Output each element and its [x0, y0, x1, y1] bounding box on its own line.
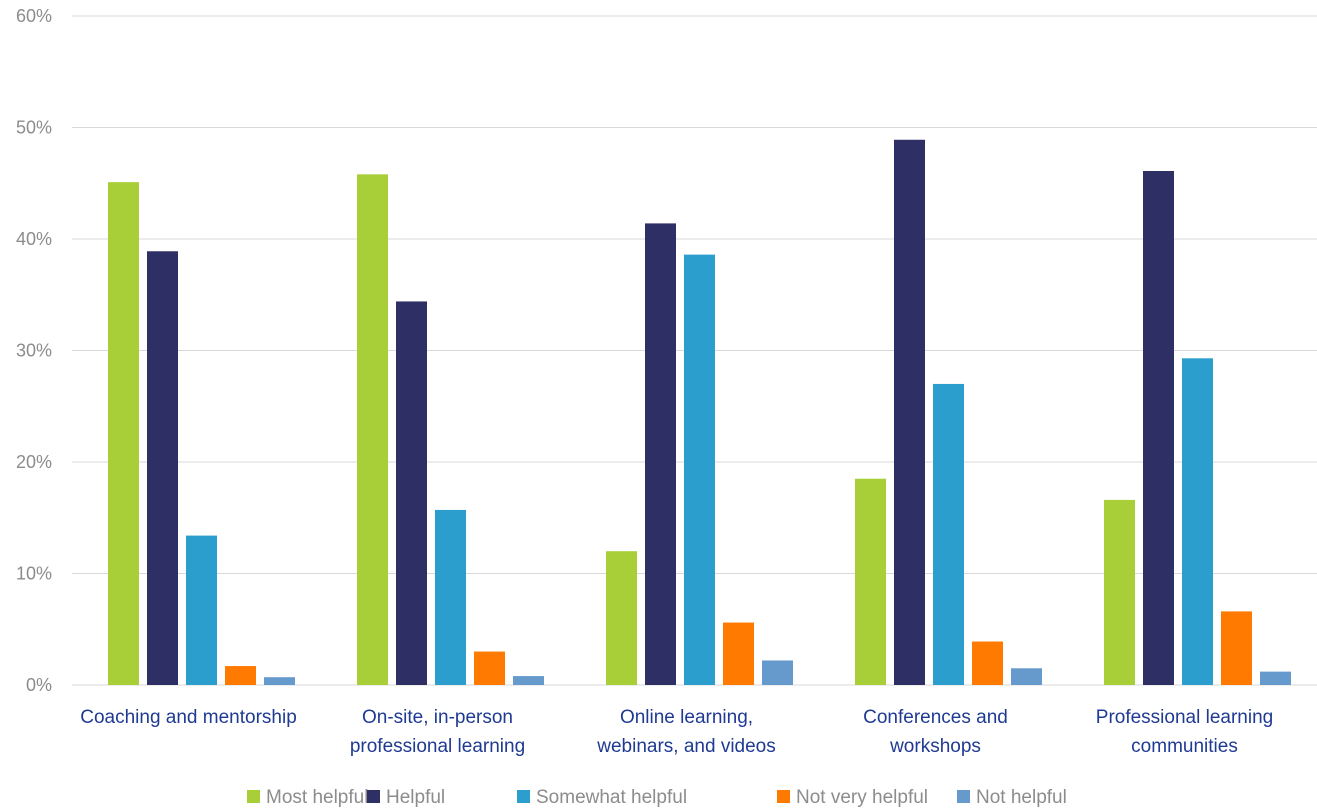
y-tick-label: 30%	[16, 341, 52, 361]
legend-swatch	[777, 790, 790, 803]
bar-not-helpful	[1011, 668, 1042, 685]
bar-somewhat-helpful	[1182, 358, 1213, 685]
x-category-label: webinars, and videos	[596, 736, 776, 757]
bar-helpful	[645, 223, 676, 685]
x-axis-categories: Coaching and mentorship On-site, in-perso…	[80, 707, 1273, 757]
bar-helpful	[894, 139, 925, 685]
legend-label: Helpful	[386, 787, 445, 808]
x-category-label: communities	[1131, 736, 1238, 757]
bar-not-helpful	[264, 677, 295, 685]
x-category-label: On-site, in-person	[362, 707, 513, 728]
x-category-label: Online learning,	[620, 707, 753, 728]
x-category-label: Conferences and	[863, 707, 1008, 728]
bar-not-very-helpful	[474, 651, 505, 685]
legend: Most helpful Helpful Somewhat helpful Not v…	[247, 787, 1067, 808]
legend-label: Not very helpful	[796, 787, 928, 808]
y-tick-label: 50%	[16, 118, 52, 138]
bar-not-very-helpful	[1221, 611, 1252, 685]
bars	[108, 139, 1291, 686]
y-tick-label: 40%	[16, 229, 52, 249]
legend-label: Somewhat helpful	[536, 787, 687, 808]
bar-helpful	[147, 251, 178, 685]
bar-not-very-helpful	[723, 622, 754, 685]
bar-not-helpful	[762, 660, 793, 685]
y-tick-label: 10%	[16, 564, 52, 584]
bar-most-helpful	[855, 478, 886, 685]
y-axis-ticks: 0% 10% 20% 30% 40% 50% 60%	[16, 6, 52, 695]
bar-most-helpful	[357, 174, 388, 685]
bar-most-helpful	[606, 551, 637, 685]
bar-not-helpful	[513, 676, 544, 685]
bar-not-very-helpful	[972, 641, 1003, 685]
x-category-label: Professional learning	[1096, 707, 1273, 728]
x-category-label: Coaching and mentorship	[80, 707, 297, 728]
legend-swatch	[517, 790, 530, 803]
y-tick-label: 20%	[16, 452, 52, 472]
x-category-label: professional learning	[350, 736, 525, 757]
legend-label: Not helpful	[976, 787, 1067, 808]
bar-somewhat-helpful	[933, 383, 964, 685]
y-tick-label: 0%	[26, 675, 52, 695]
legend-swatch	[957, 790, 970, 803]
bar-not-very-helpful	[225, 666, 256, 685]
legend-swatch	[247, 790, 260, 803]
bar-most-helpful	[1104, 499, 1135, 685]
bar-not-helpful	[1260, 671, 1291, 685]
x-category-label: workshops	[889, 736, 981, 757]
bar-somewhat-helpful	[684, 254, 715, 686]
y-tick-label: 60%	[16, 6, 52, 26]
bar-somewhat-helpful	[186, 535, 217, 685]
bar-helpful	[396, 301, 427, 685]
bar-helpful	[1143, 170, 1174, 686]
legend-swatch	[367, 790, 380, 803]
bar-most-helpful	[108, 182, 139, 685]
legend-label: Most helpful	[266, 787, 368, 808]
bar-somewhat-helpful	[435, 509, 466, 685]
